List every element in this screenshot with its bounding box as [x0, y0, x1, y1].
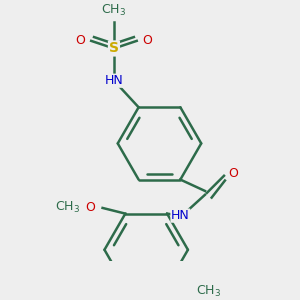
Text: O: O: [85, 201, 95, 214]
Text: HN: HN: [171, 209, 190, 222]
Text: O: O: [76, 34, 85, 47]
Text: O: O: [228, 167, 238, 180]
Text: CH$_3$: CH$_3$: [55, 200, 80, 215]
Text: HN: HN: [105, 74, 123, 87]
Text: CH$_3$: CH$_3$: [101, 3, 127, 18]
Text: O: O: [142, 34, 152, 47]
Text: CH$_3$: CH$_3$: [196, 284, 221, 299]
Text: S: S: [109, 41, 119, 56]
